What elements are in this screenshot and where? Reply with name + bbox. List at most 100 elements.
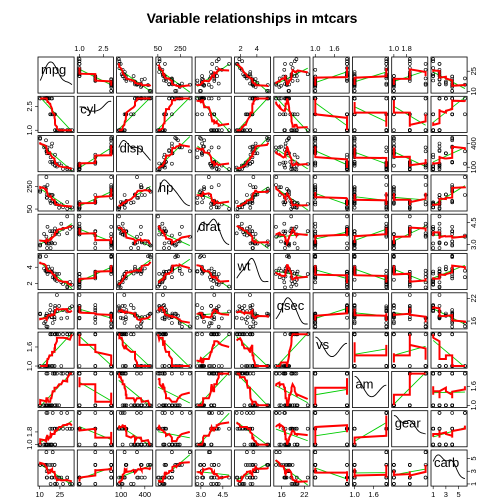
point-hp-gear-28	[423, 183, 428, 187]
point-carb-wt-1	[245, 463, 250, 467]
point-wt-drat-15	[199, 253, 203, 258]
point-wt-carb-30	[463, 268, 467, 273]
point-vs-wt-10	[250, 332, 255, 337]
point-carb-wt-0	[243, 463, 248, 467]
point-drat-cyl-28	[109, 225, 113, 229]
point-hp-disp-24	[143, 193, 147, 197]
point-disp-gear-24	[392, 141, 396, 146]
panel-drat-hp	[155, 213, 193, 251]
point-wt-hp-27	[163, 285, 167, 290]
point-disp-hp-30	[188, 149, 192, 154]
smoother-wt-am	[353, 265, 388, 283]
point-gear-hp-15	[174, 442, 179, 447]
point-hp-carb-10	[450, 199, 455, 203]
point-carb-qsec-29	[277, 450, 282, 455]
point-drat-mpg-24	[50, 241, 54, 246]
point-drat-hp-21	[167, 246, 171, 250]
point-wt-mpg-14	[38, 255, 43, 259]
point-disp-gear-28	[423, 145, 428, 150]
point-qsec-drat-26	[220, 316, 224, 321]
point-disp-mpg-9	[50, 160, 54, 164]
point-vs-hp-31	[162, 332, 167, 337]
point-qsec-mpg-13	[44, 311, 49, 316]
smoother-disp-cyl	[78, 145, 113, 168]
point-qsec-hp-8	[161, 293, 165, 297]
point-drat-disp-5	[129, 246, 133, 250]
panel-vs-wt	[234, 331, 271, 369]
y-tick-label-gear-1: 1.8	[25, 427, 34, 437]
x-tick-label-carb-2: 5	[456, 490, 460, 499]
point-carb-mpg-9	[50, 463, 54, 467]
point-disp-drat-15	[199, 136, 203, 141]
point-drat-qsec-1	[283, 229, 288, 234]
point-qsec-drat-21	[195, 315, 200, 320]
point-mpg-hp-28	[180, 81, 184, 86]
point-gear-hp-23	[177, 442, 182, 447]
point-mpg-am-27	[384, 62, 389, 66]
point-disp-mpg-4	[49, 144, 54, 149]
panel-vs-mpg	[37, 331, 75, 369]
point-qsec-cyl-8	[77, 293, 82, 297]
point-disp-drat-29	[208, 161, 212, 166]
point-carb-gear-20	[392, 482, 396, 486]
point-wt-mpg-25	[61, 282, 65, 286]
point-carb-qsec-10	[290, 463, 295, 467]
panel-qsec-mpg	[37, 292, 75, 330]
point-drat-qsec-28	[274, 225, 278, 229]
point-qsec-drat-5	[195, 303, 200, 307]
point-drat-qsec-18	[289, 214, 294, 219]
point-carb-drat-18	[227, 475, 231, 480]
point-drat-hp-23	[177, 232, 182, 236]
point-disp-drat-24	[200, 141, 204, 146]
panel-disp-am	[351, 135, 389, 173]
point-qsec-vs-8	[345, 293, 349, 297]
point-carb-am-23	[352, 463, 357, 467]
smoother-mpg-cyl	[78, 67, 113, 86]
point-mpg-disp-24	[143, 77, 147, 81]
point-disp-mpg-10	[48, 160, 53, 164]
point-carb-drat-19	[216, 482, 221, 486]
density-curve-disp	[118, 140, 151, 161]
point-qsec-wt-7	[248, 304, 253, 308]
y-tick-label-carb-2: 5	[469, 456, 478, 460]
point-qsec-disp-20	[120, 304, 125, 308]
point-drat-hp-7	[157, 232, 161, 237]
linear-fit-gear-am	[354, 422, 387, 442]
point-carb-hp-18	[156, 475, 160, 480]
panel-vs-cyl	[76, 331, 114, 369]
smoother-gear-vs	[314, 424, 348, 445]
point-wt-hp-16	[176, 254, 180, 259]
smoother-carb-cyl	[78, 467, 113, 482]
point-disp-vs-29	[313, 161, 318, 166]
point-carb-qsec-28	[274, 463, 278, 467]
point-mpg-hp-7	[157, 70, 161, 74]
point-carb-hp-10	[164, 463, 168, 467]
smoother-hp-disp	[118, 189, 152, 208]
point-disp-carb-13	[444, 151, 448, 156]
point-carb-drat-28	[216, 463, 221, 467]
point-mpg-qsec-18	[289, 62, 294, 66]
point-disp-drat-23	[209, 145, 214, 150]
point-drat-mpg-27	[65, 231, 69, 236]
point-wt-drat-28	[216, 272, 221, 276]
point-mpg-carb-27	[437, 62, 442, 66]
panel-drat-vs	[312, 213, 350, 251]
point-drat-qsec-30	[274, 234, 279, 239]
point-drat-qsec-26	[282, 221, 287, 226]
x-tick-label-mpg-0: 10	[35, 490, 43, 499]
panel-qsec-disp	[116, 292, 154, 330]
point-mpg-wt-19	[237, 57, 242, 62]
point-cyl-carb-28	[450, 96, 455, 101]
point-cyl-disp-5	[129, 112, 133, 117]
point-gear-drat-28	[216, 411, 221, 415]
point-vs-drat-24	[200, 364, 204, 368]
point-carb-am-20	[352, 482, 357, 486]
point-hp-drat-21	[195, 196, 200, 200]
point-vs-drat-21	[195, 364, 200, 368]
point-disp-carb-18	[437, 167, 442, 171]
point-wt-vs-0	[313, 276, 318, 281]
point-qsec-disp-1	[124, 315, 128, 320]
panel-gear-qsec	[273, 410, 311, 448]
smoother-mpg-vs	[314, 66, 348, 86]
point-drat-hp-18	[156, 214, 160, 219]
